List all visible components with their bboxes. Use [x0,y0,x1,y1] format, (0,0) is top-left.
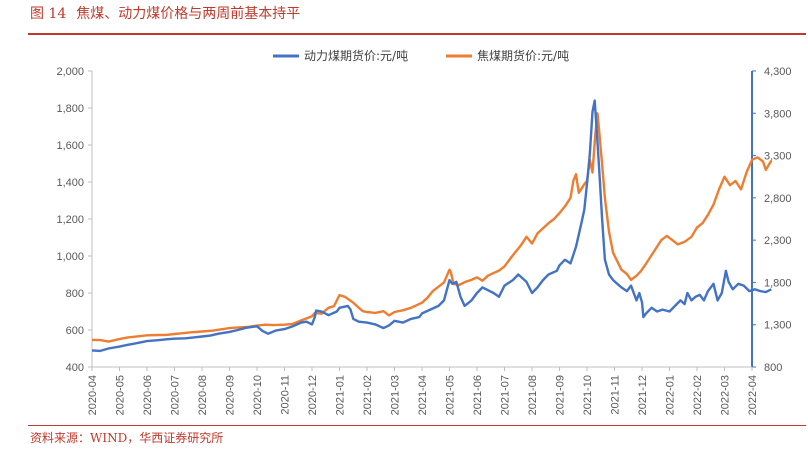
x-axis-tick-label: 2020-09 [225,375,237,415]
x-axis-tick-label: 2020-08 [197,375,209,415]
legend-label-thermal-coal: 动力煤期货价:元/吨 [304,48,408,63]
right-axis-tick-label: 1,300 [764,320,792,332]
left-axis-tick-label: 1,400 [56,177,84,189]
x-axis-tick-label: 2022-03 [720,375,732,415]
figure-title: 图 14 焦煤、动力煤价格与两周前基本持平 [30,3,310,23]
x-axis-tick-label: 2022-04 [747,375,759,415]
x-axis-tick-label: 2022-01 [665,375,677,415]
x-axis-tick-label: 2020-12 [307,375,319,415]
x-axis-tick-label: 2021-10 [582,375,594,415]
top-rule [28,33,806,35]
source-note: 资料来源：WIND，华西证券研究所 [30,431,224,445]
series-line-thermal-coal [91,99,772,353]
legend-label-coking-coal: 焦煤期货价:元/吨 [477,48,569,63]
x-axis-tick-label: 2022-02 [692,375,704,415]
figure-caption: 焦煤、动力煤价格与两周前基本持平 [76,6,301,22]
x-axis-tick-label: 2021-07 [500,375,512,415]
series-group [91,99,773,353]
x-axis-tick-label: 2020-05 [115,375,127,415]
x-axis-tick-label: 2020-11 [280,375,292,415]
x-axis-tick-label: 2021-05 [445,375,457,415]
left-axis-tick-label: 800 [66,288,84,300]
left-axis-tick-label: 1,600 [56,140,84,152]
right-axis-tick-label: 3,800 [764,108,792,120]
left-axis-tick-label: 1,800 [56,103,84,115]
right-axis-tick-label: 4,300 [764,66,792,78]
figure-number: 图 14 [30,6,67,22]
x-axis-tick-label: 2021-11 [610,375,622,415]
right-axis-tick-label: 2,800 [764,193,792,205]
x-axis-tick-label: 2020-10 [252,375,264,415]
series-line-coking-coal [91,112,773,343]
left-axis-tick-label: 1,000 [56,251,84,263]
x-axis-tick-label: 2021-02 [362,375,374,415]
left-axis-tick-label: 600 [66,325,84,337]
bottom-rule [28,425,806,426]
axes-group: 400 600 800 1,000 1,200 1,400 1,600 1,800 2,000 8… [56,66,791,415]
x-axis-tick-label: 2021-06 [472,375,484,415]
right-axis-tick-label: 3,300 [764,151,792,163]
x-axis-tick-label: 2021-12 [637,375,649,415]
x-axis-tick-label: 2021-09 [555,375,567,415]
x-axis-tick-label: 2021-04 [417,375,429,415]
right-axis-tick-label: 2,300 [764,235,792,247]
left-axis-tick-label: 1,200 [56,214,84,226]
x-axis-tick-label: 2021-01 [335,375,347,415]
left-axis-tick-label: 400 [66,362,84,374]
right-axis-tick-label: 1,800 [764,277,792,289]
x-axis-tick-label: 2021-08 [527,375,539,415]
x-axis-tick-label: 2020-04 [87,375,99,415]
x-axis-tick-label: 2020-06 [142,375,154,415]
legend: 动力煤期货价:元/吨 焦煤期货价:元/吨 [273,48,569,63]
left-axis-tick-label: 2,000 [56,66,84,78]
x-axis-tick-label: 2020-07 [170,375,182,415]
right-axis-tick-label: 800 [764,362,782,374]
x-axis-tick-label: 2021-03 [390,375,402,415]
